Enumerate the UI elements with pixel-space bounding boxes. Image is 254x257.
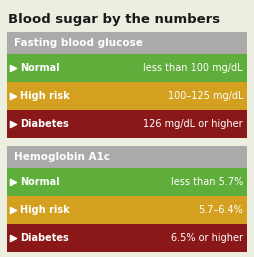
- Bar: [7, 110, 247, 138]
- Bar: [7, 196, 247, 224]
- Bar: [7, 146, 247, 168]
- Text: Blood sugar by the numbers: Blood sugar by the numbers: [8, 13, 220, 26]
- Text: Diabetes: Diabetes: [20, 233, 69, 243]
- Text: Diabetes: Diabetes: [20, 119, 69, 129]
- Text: 5.7–6.4%: 5.7–6.4%: [198, 205, 243, 215]
- Text: Hemoglobin A1c: Hemoglobin A1c: [14, 152, 110, 162]
- Text: Normal: Normal: [20, 177, 60, 187]
- Bar: [7, 224, 247, 252]
- Text: 126 mg/dL or higher: 126 mg/dL or higher: [143, 119, 243, 129]
- Text: 100–125 mg/dL: 100–125 mg/dL: [167, 91, 243, 101]
- Text: Fasting blood glucose: Fasting blood glucose: [14, 38, 143, 48]
- Text: less than 5.7%: less than 5.7%: [171, 177, 243, 187]
- Bar: [7, 32, 247, 54]
- Bar: [7, 82, 247, 110]
- Bar: [7, 168, 247, 196]
- Text: Normal: Normal: [20, 63, 60, 73]
- Text: High risk: High risk: [20, 205, 70, 215]
- Bar: [7, 54, 247, 82]
- Text: 6.5% or higher: 6.5% or higher: [171, 233, 243, 243]
- Text: less than 100 mg/dL: less than 100 mg/dL: [143, 63, 243, 73]
- Text: High risk: High risk: [20, 91, 70, 101]
